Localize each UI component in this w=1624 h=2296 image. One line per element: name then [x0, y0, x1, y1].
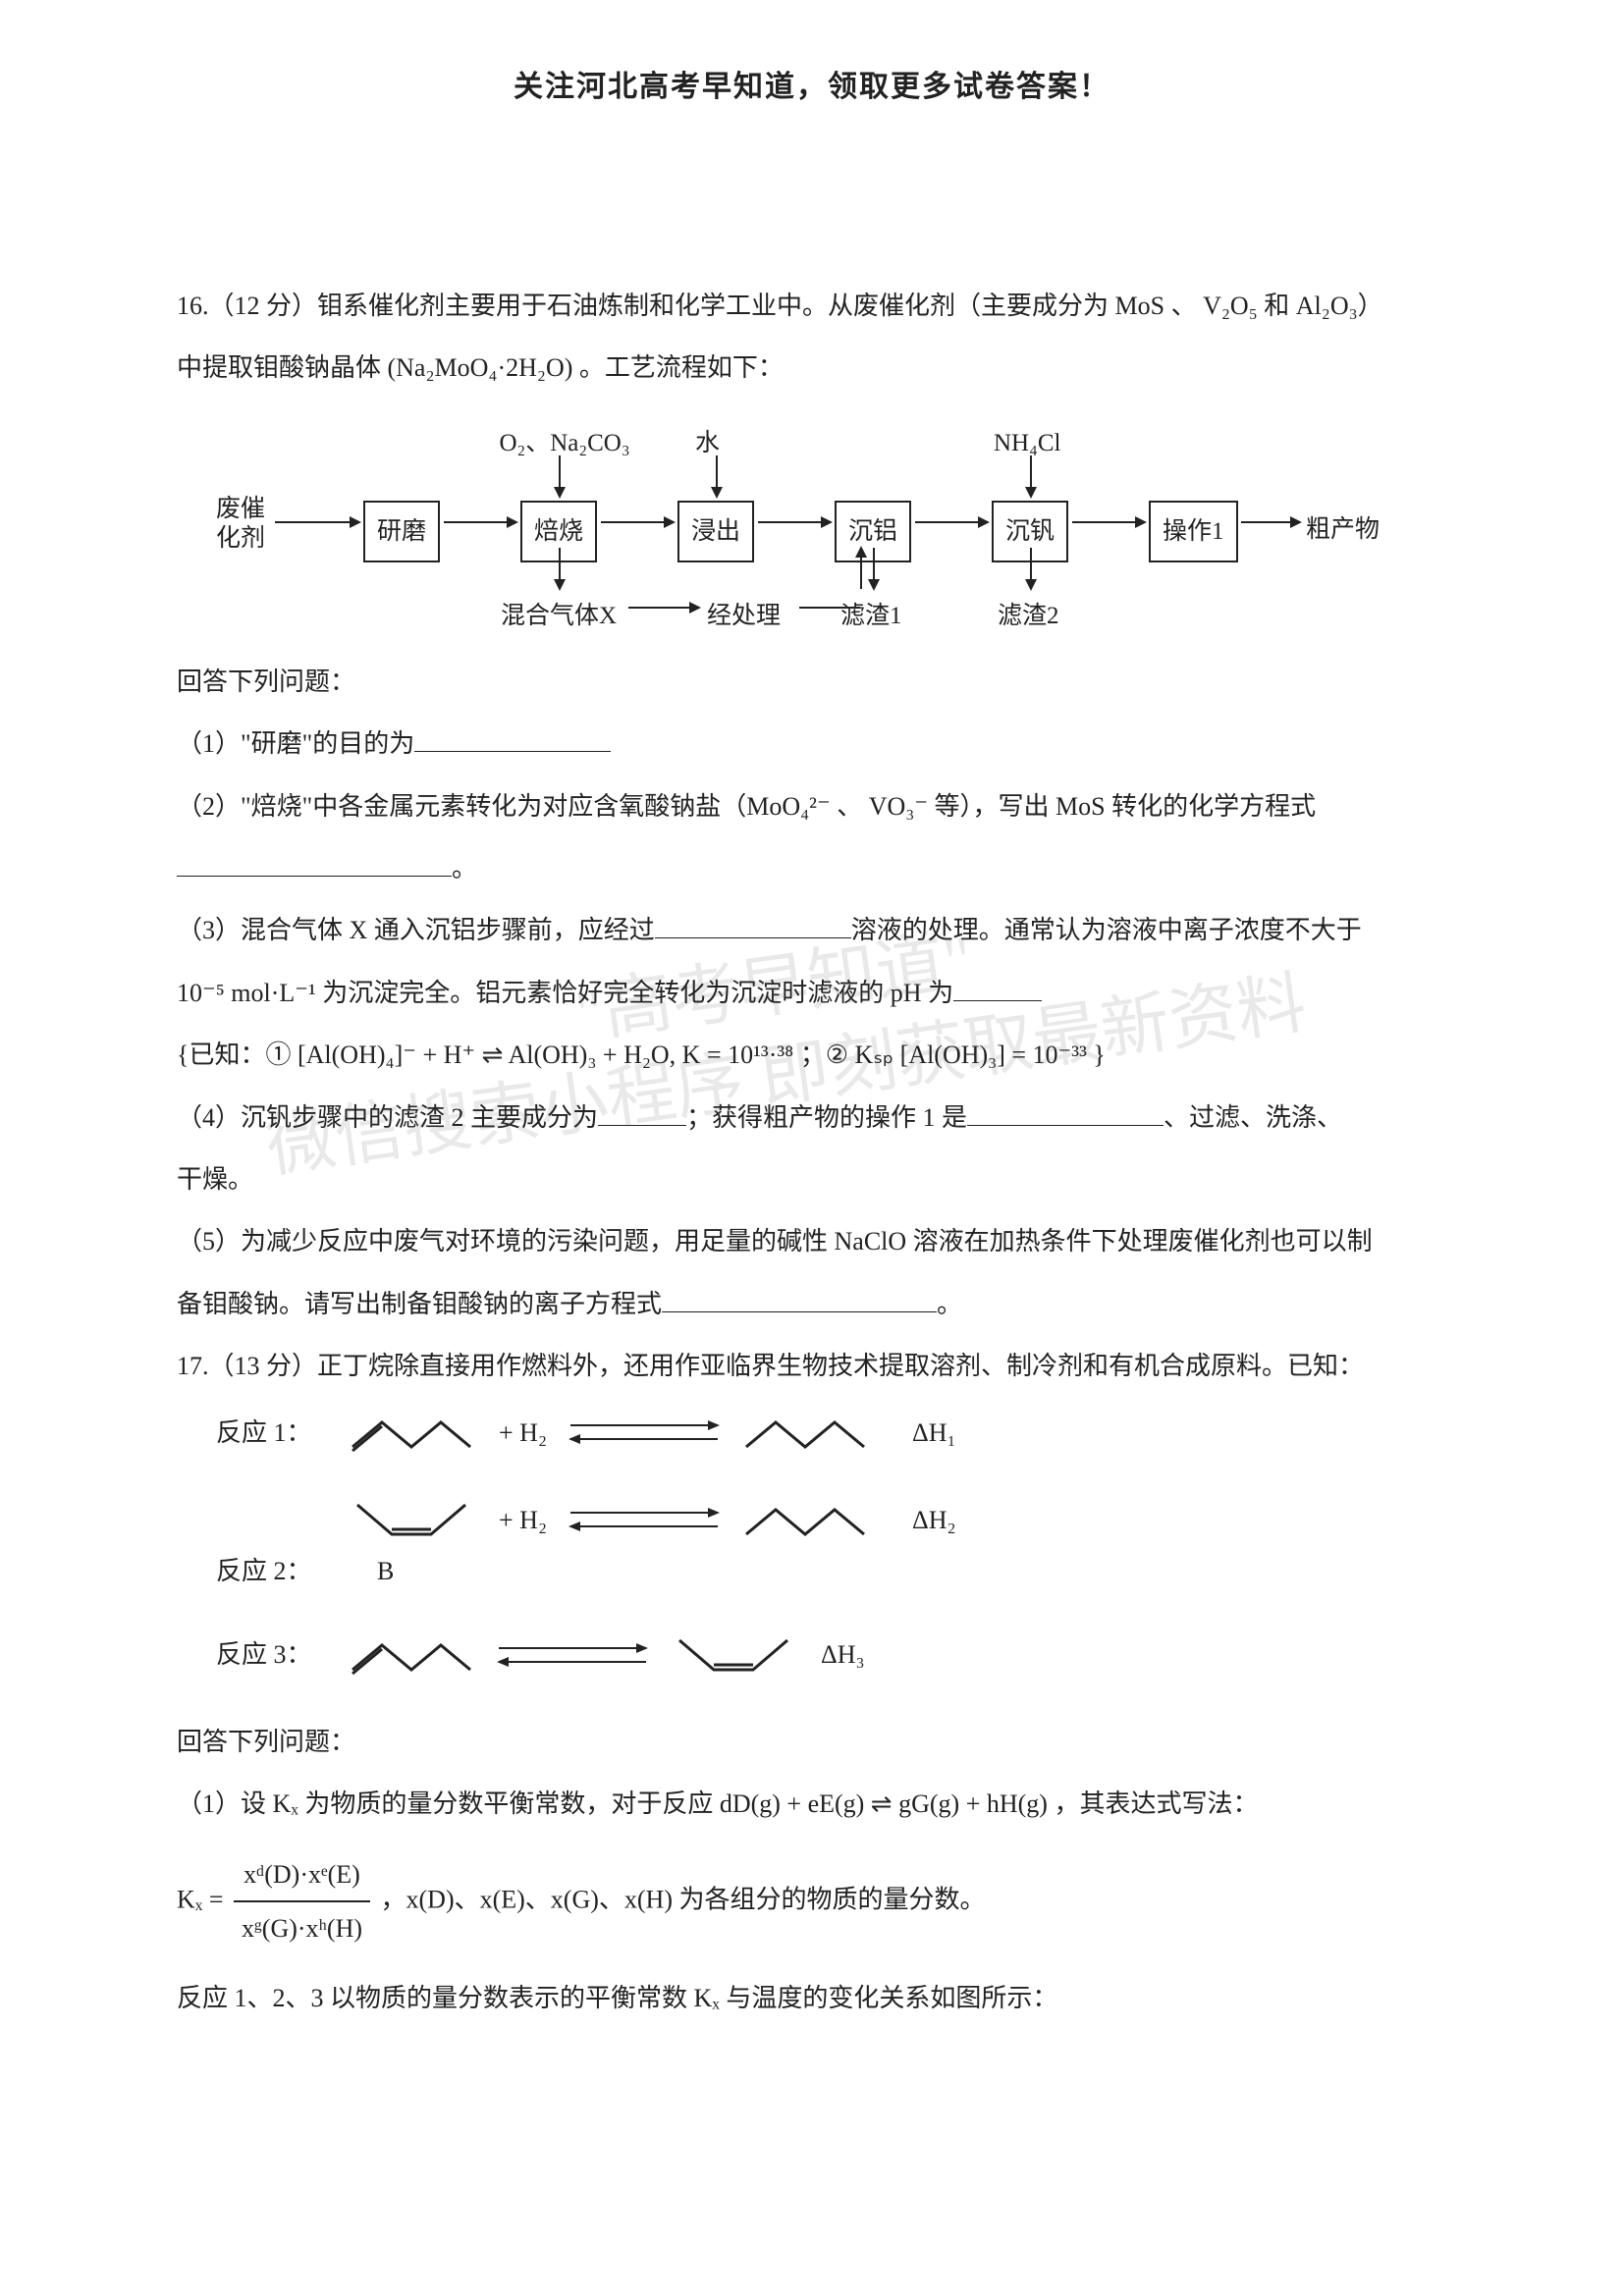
flow-arrow: [1072, 521, 1145, 523]
plus-h2: + H₂: [499, 1409, 547, 1457]
q16-p5b-line: 备钼酸钠。请写出制备钼酸钠的离子方程式 。: [177, 1280, 1447, 1328]
q17-sub1a: （1）设 Kₓ 为物质的量分数平衡常数，对于反应 dD(g) + eE(g) ⇌…: [177, 1780, 1447, 1828]
q16-p1-text: （1）"研磨"的目的为: [177, 729, 414, 758]
q16-p4c: 、过滤、洗涤、: [1164, 1103, 1342, 1132]
plus-h2-2: + H₂: [499, 1496, 547, 1544]
q16-p4a: （4）沉钒步骤中的滤渣 2 主要成分为: [177, 1103, 598, 1132]
flow-box-op1: 操作1: [1149, 501, 1238, 563]
q16-answer-label: 回答下列问题：: [177, 658, 1447, 706]
flow-arrow: [915, 521, 988, 523]
q17-head: 17.（13 分）正丁烷除直接用作燃料外，还用作亚临界生物技术提取溶剂、制冷剂和…: [177, 1342, 1447, 1390]
equilibrium-arrow-icon: [570, 1506, 718, 1533]
reaction-2-row: + H₂ ΔH₂: [216, 1490, 1447, 1549]
dh3: ΔH₃: [821, 1630, 865, 1679]
kx-lhs: Kₓ =: [177, 1885, 223, 1913]
page-banner: 关注河北高考早知道，领取更多试卷答案！: [177, 59, 1447, 115]
q16-p3-known: {已知：① [Al(OH)₄]⁻ + H⁺ ⇌ Al(OH)₃ + H₂O, K…: [177, 1031, 1447, 1079]
q16-p2-blank: 。: [177, 844, 1447, 892]
flow-arrow: [275, 521, 359, 523]
q16-p1: （1）"研磨"的目的为: [177, 720, 1447, 768]
flow-arrow: [1030, 548, 1032, 589]
q16-p4: （4）沉钒步骤中的滤渣 2 主要成分为 ；获得粗产物的操作 1 是 、过滤、洗涤、: [177, 1094, 1447, 1142]
flow-arrow: [559, 455, 561, 497]
q16-p4b: ；获得粗产物的操作 1 是: [686, 1103, 967, 1132]
dh2: ΔH₂: [912, 1496, 956, 1544]
q16-head-b: 中提取钼酸钠晶体 (Na₂MoO₄·2H₂O) 。工艺流程如下：: [177, 344, 1447, 392]
flow-input-label: 废催化剂: [216, 495, 275, 554]
reaction-2-tag: 反应 2：: [216, 1547, 324, 1595]
flow-top-input-1: O₂、Na₂CO₃: [481, 420, 648, 467]
q16-p2: （2）"焙烧"中各金属元素转化为对应含氧酸钠盐（MoO₄²⁻ 、 VO₃⁻ 等）…: [177, 782, 1447, 830]
q16-p3-line2: 10⁻⁵ mol·L⁻¹ 为沉淀完全。铝元素恰好完全转化为沉淀时滤液的 pH 为: [177, 969, 1447, 1017]
kx-num: xᵈ(D)·xᵉ(E): [234, 1850, 370, 1902]
flow-arrow: [1241, 521, 1300, 523]
mol-2-butene-icon-2: [670, 1626, 797, 1684]
flow-arrow: [601, 521, 674, 523]
q16-p5c: 。: [937, 1290, 962, 1318]
flow-arrow: [1030, 455, 1032, 497]
blank: [953, 973, 1042, 1001]
dh1: ΔH₁: [912, 1409, 956, 1457]
reaction-2-b: B: [377, 1547, 394, 1595]
flow-arrow: [758, 521, 831, 523]
mol-butane-icon: [741, 1408, 889, 1457]
reaction-3-row: 反应 3： ΔH₃: [216, 1626, 1447, 1684]
q16-head-a: 16.（12 分）钼系催化剂主要用于石油炼制和化学工业中。从废催化剂（主要成分为…: [177, 282, 1447, 330]
q17-tail: 反应 1、2、3 以物质的量分数表示的平衡常数 Kₓ 与温度的变化关系如图所示：: [177, 1974, 1447, 2022]
flow-arrow: [716, 455, 718, 497]
flow-bottom-2: 滤渣1: [840, 593, 902, 640]
reaction-1-tag: 反应 1：: [216, 1409, 324, 1457]
flow-arrow: [444, 521, 516, 523]
reaction-2-tag-row: 反应 2： B: [216, 1547, 1447, 1595]
flow-bottom-1: 混合气体X: [501, 593, 617, 640]
mol-butane-icon-2: [741, 1495, 889, 1544]
mol-2-butene-icon: [348, 1490, 475, 1549]
kx-fraction: xᵈ(D)·xᵉ(E) xᵍ(G)·xʰ(H): [234, 1850, 370, 1953]
q16-flowchart: 废催化剂 研磨 焙烧 浸出 沉铝 沉钒 操作1 粗产物 O₂、Na₂CO₃ 水 …: [216, 412, 1326, 628]
flow-arrow: [628, 607, 699, 609]
mol-1-butene-icon-2: [348, 1630, 475, 1680]
flow-line: [799, 607, 860, 609]
q16-p3b: 溶液的处理。通常认为溶液中离子浓度不大于: [851, 916, 1362, 944]
flow-end-label: 粗产物: [1306, 507, 1380, 554]
reaction-3-tag: 反应 3：: [216, 1630, 324, 1679]
equilibrium-arrow-icon: [570, 1418, 718, 1446]
q17-answer-label: 回答下列问题：: [177, 1718, 1447, 1766]
flow-arrow: [873, 548, 875, 589]
q16-p4d: 干燥。: [177, 1155, 1447, 1203]
blank: [414, 724, 611, 753]
reaction-block: 反应 1： + H₂ ΔH₁ + H₂ ΔH₂ 反应 2： B 反应 3：: [177, 1408, 1447, 1683]
blank: [598, 1097, 686, 1126]
flow-arrow: [559, 548, 561, 589]
q16-p5a: （5）为减少反应中废气对环境的污染问题，用足量的碱性 NaClO 溶液在加热条件…: [177, 1217, 1447, 1265]
flow-bottom-3: 滤渣2: [998, 593, 1059, 640]
q16-p3c: 10⁻⁵ mol·L⁻¹ 为沉淀完全。铝元素恰好完全转化为沉淀时滤液的 pH 为: [177, 979, 953, 1007]
blank: [655, 911, 851, 939]
q16-p2-tail: 。: [452, 854, 477, 882]
q16-p5b: 备钼酸钠。请写出制备钼酸钠的离子方程式: [177, 1290, 662, 1318]
mol-1-butene-icon: [348, 1408, 475, 1457]
blank: [662, 1284, 937, 1312]
kx-den: xᵍ(G)·xʰ(H): [234, 1902, 370, 1952]
flow-box-leach: 浸出: [677, 501, 754, 563]
kx-tail: ，x(D)、x(E)、x(G)、x(H) 为各组分的物质的量分数。: [381, 1885, 986, 1913]
blank: [967, 1097, 1164, 1126]
q16-p3a: （3）混合气体 X 通入沉铝步骤前，应经过: [177, 916, 655, 944]
flow-box-grind: 研磨: [363, 501, 440, 563]
q16-p3-line1: （3）混合气体 X 通入沉铝步骤前，应经过 溶液的处理。通常认为溶液中离子浓度不大…: [177, 906, 1447, 954]
flow-arrow: [860, 548, 862, 589]
equilibrium-arrow-icon: [499, 1641, 646, 1669]
q17-kx-expr: Kₓ = xᵈ(D)·xᵉ(E) xᵍ(G)·xʰ(H) ，x(D)、x(E)、…: [177, 1850, 1447, 1953]
reaction-1-row: 反应 1： + H₂ ΔH₁: [216, 1408, 1447, 1457]
flow-top-input-3: NH₄Cl: [994, 420, 1060, 467]
blank: [177, 848, 452, 877]
flow-recycle-label: 经处理: [707, 593, 781, 640]
